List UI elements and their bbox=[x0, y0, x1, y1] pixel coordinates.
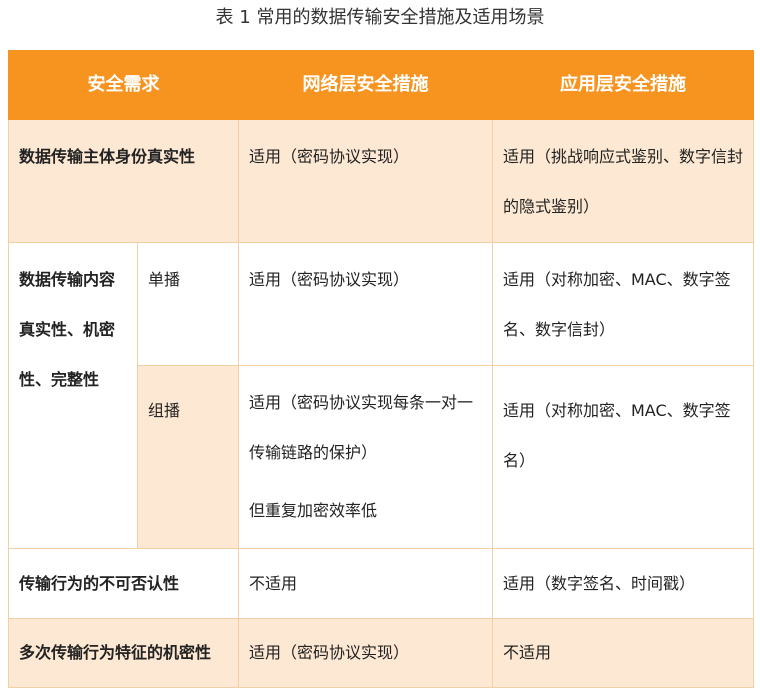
cell-network: 不适用 bbox=[238, 548, 493, 619]
table-row: 传输行为的不可否认性 不适用 适用（数字签名、时间戳） bbox=[8, 548, 754, 619]
cell-network: 适用（密码协议实现） bbox=[238, 242, 493, 366]
cell-need: 多次传输行为特征的机密性 bbox=[8, 618, 239, 688]
table-row: 数据传输主体身份真实性 适用（密码协议实现） 适用（挑战响应式鉴别、数字信封的隐… bbox=[8, 119, 754, 243]
table-row: 组播 适用（密码协议实现每条一对一传输链路的保护） 但重复加密效率低 适用（对称… bbox=[8, 365, 754, 549]
cell-network: 适用（密码协议实现） bbox=[238, 119, 493, 243]
network-text: 适用（密码协议实现每条一对一传输链路的保护） bbox=[249, 393, 474, 462]
cell-app: 适用（挑战响应式鉴别、数字信封的隐式鉴别） bbox=[492, 119, 754, 243]
network-note: 但重复加密效率低 bbox=[249, 501, 378, 520]
cell-app: 适用（数字签名、时间戳） bbox=[492, 548, 754, 619]
cell-app: 适用（对称加密、MAC、数字签名） bbox=[492, 365, 754, 549]
table-caption: 表 1 常用的数据传输安全措施及适用场景 bbox=[215, 7, 545, 28]
cell-need: 数据传输内容真实性、机密性、完整性 bbox=[8, 242, 138, 549]
header-app-layer: 应用层安全措施 bbox=[492, 50, 754, 120]
cell-app: 适用（对称加密、MAC、数字签名、数字信封） bbox=[492, 242, 754, 366]
cell-need: 数据传输主体身份真实性 bbox=[8, 119, 239, 243]
table-header-row: 安全需求 网络层安全措施 应用层安全措施 bbox=[8, 50, 754, 120]
cell-network: 适用（密码协议实现每条一对一传输链路的保护） 但重复加密效率低 bbox=[238, 365, 493, 549]
header-security-need: 安全需求 bbox=[8, 50, 239, 120]
cell-need: 传输行为的不可否认性 bbox=[8, 548, 239, 619]
table-row: 多次传输行为特征的机密性 适用（密码协议实现） 不适用 bbox=[8, 618, 754, 688]
cell-network: 适用（密码协议实现） bbox=[238, 618, 493, 688]
table-row: 数据传输内容真实性、机密性、完整性 单播 适用（密码协议实现） 适用（对称加密、… bbox=[8, 242, 754, 549]
cell-app: 不适用 bbox=[492, 618, 754, 688]
header-network-layer: 网络层安全措施 bbox=[238, 50, 493, 120]
security-measures-table: 安全需求 网络层安全措施 应用层安全措施 数据传输主体身份真实性 适用（密码协议… bbox=[8, 50, 754, 688]
cell-sub-unicast: 单播 bbox=[137, 242, 239, 366]
cell-sub-multicast: 组播 bbox=[137, 365, 239, 549]
